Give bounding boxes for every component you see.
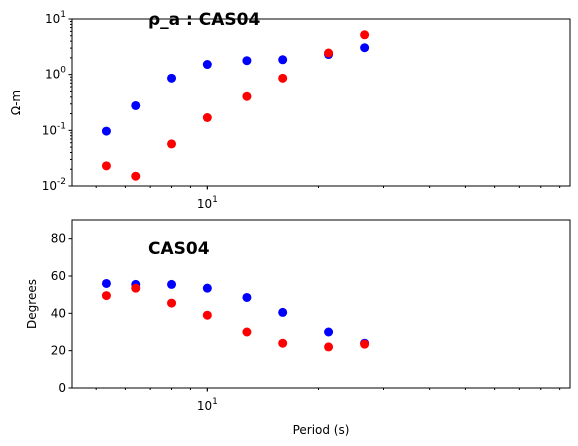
y-tick-label: 0: [58, 381, 66, 395]
data-point: [242, 327, 252, 337]
y-tick-label: 80: [51, 232, 66, 246]
data-point: [360, 339, 370, 349]
data-point: [101, 291, 111, 301]
data-point: [278, 338, 288, 348]
plot-frame: [71, 219, 571, 389]
data-point: [167, 298, 177, 308]
data-point: [324, 342, 334, 352]
data-point: [131, 283, 141, 293]
data-points: [101, 30, 370, 181]
data-point: [167, 73, 177, 83]
x-tick-label: 101: [197, 195, 218, 211]
data-point: [278, 307, 288, 317]
data-point: [131, 171, 141, 181]
x-tick-label: 101: [197, 397, 218, 413]
y-axis-label: Degrees: [25, 279, 39, 329]
data-point: [202, 113, 212, 123]
y-axis-label: Ω-m: [9, 90, 23, 115]
y-tick-label: 40: [51, 306, 66, 320]
data-point: [202, 283, 212, 293]
chart-title: ρ_a : CAS04: [148, 10, 260, 30]
data-point: [242, 91, 252, 101]
data-point: [101, 161, 111, 171]
y-tick-label: 101: [45, 10, 66, 26]
data-point: [324, 48, 334, 58]
data-point: [360, 43, 370, 53]
axis-ticks: 101 0 20 40 60 80: [51, 232, 561, 413]
data-point: [278, 73, 288, 83]
x-axis-label: Period (s): [293, 423, 350, 437]
data-point: [202, 60, 212, 70]
phase-panel: CAS04 Degrees Period (s) 101 0 20 40 60 80: [25, 219, 571, 437]
data-point: [242, 292, 252, 302]
data-point: [167, 279, 177, 289]
plot-frame: [71, 18, 571, 187]
data-point: [202, 310, 212, 320]
axis-ticks: 101 10-2 10-1 100 101: [42, 10, 561, 211]
apparent-resistivity-panel: ρ_a : CAS04 Ω-m 101 10-2 10-1 100 101: [9, 10, 571, 211]
chart-title: CAS04: [148, 239, 210, 259]
data-point: [101, 278, 111, 288]
y-tick-label: 60: [51, 269, 66, 283]
y-tick-label: 20: [51, 344, 66, 358]
data-point: [324, 327, 334, 337]
data-point: [242, 56, 252, 66]
y-tick-label: 100: [45, 66, 66, 82]
data-point: [278, 55, 288, 65]
y-tick-label: 10-2: [42, 177, 66, 193]
data-point: [167, 139, 177, 149]
data-point: [101, 126, 111, 136]
data-point: [360, 30, 370, 40]
data-point: [131, 100, 141, 110]
y-tick-label: 10-1: [42, 121, 66, 137]
data-points: [101, 278, 370, 352]
